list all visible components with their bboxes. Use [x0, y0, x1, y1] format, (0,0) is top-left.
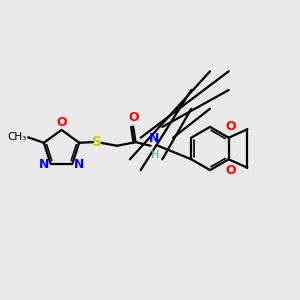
Text: O: O [128, 111, 139, 124]
Text: O: O [56, 116, 67, 129]
Text: CH₃: CH₃ [7, 132, 26, 142]
Text: O: O [225, 164, 236, 177]
Text: N: N [74, 158, 84, 171]
Text: H: H [151, 150, 159, 160]
Text: S: S [92, 135, 102, 149]
Text: N: N [148, 132, 159, 145]
Text: N: N [39, 158, 50, 171]
Text: O: O [225, 120, 236, 133]
